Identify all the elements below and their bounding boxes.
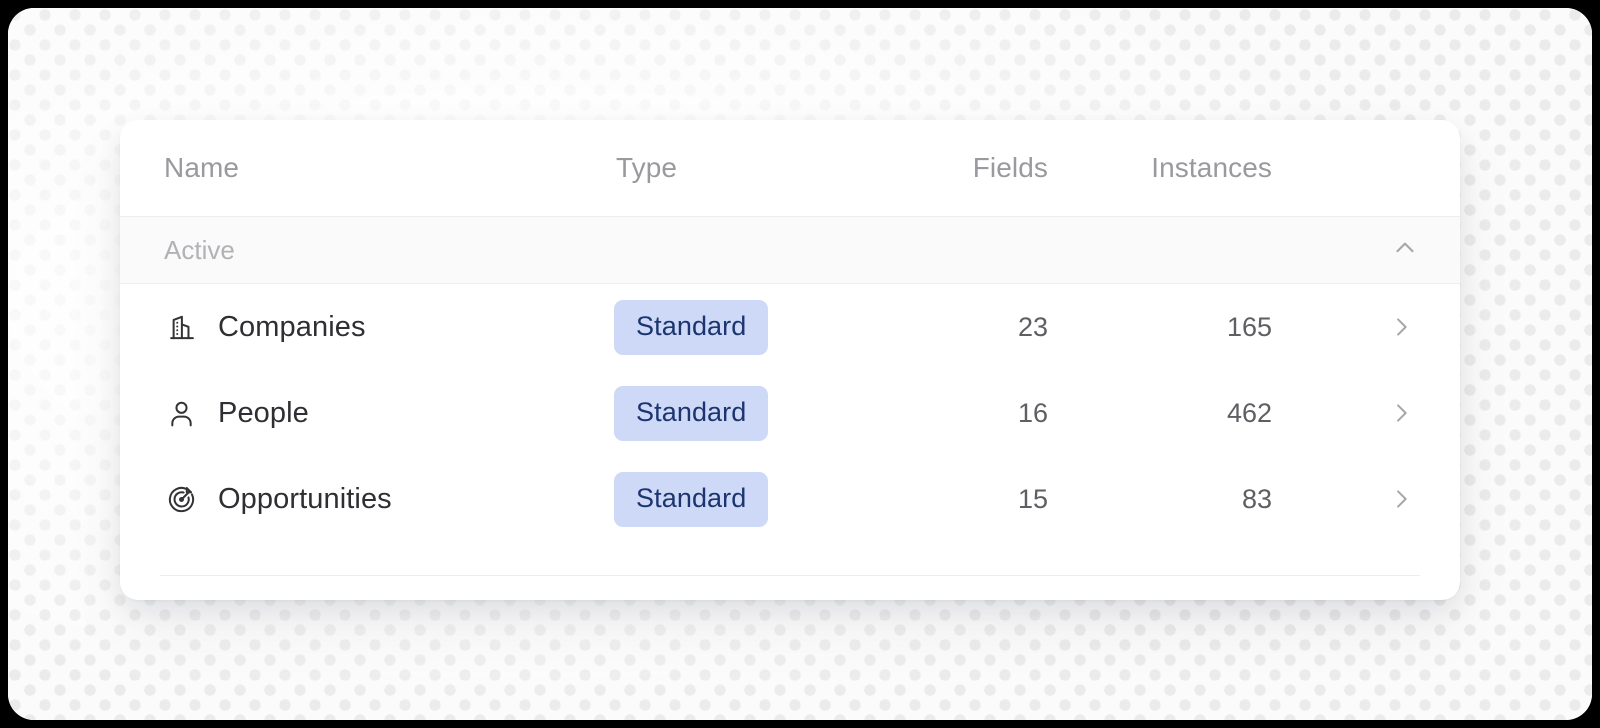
row-instances-count: 83	[1241, 483, 1272, 514]
row-name-label: People	[218, 396, 309, 429]
group-header-label: Active	[164, 234, 235, 265]
table-footer-divider	[160, 575, 1420, 576]
table-row[interactable]: People Standard 16 462	[120, 370, 1460, 456]
row-instances-count: 165	[1226, 311, 1272, 342]
group-collapse-toggle[interactable]	[1388, 233, 1422, 267]
row-type-cell: Standard	[612, 299, 840, 355]
building-icon	[164, 310, 198, 344]
row-open-cell	[1286, 396, 1420, 430]
status-badge[interactable]: Standard	[614, 299, 769, 355]
column-header-fields[interactable]: Fields	[972, 152, 1048, 183]
row-fields-count: 15	[1017, 483, 1048, 514]
app-frame: Name Type Fields Instances Active	[8, 8, 1592, 720]
row-fields-count: 23	[1017, 311, 1048, 342]
row-instances-count: 462	[1226, 397, 1272, 428]
row-name-label: Companies	[218, 310, 366, 343]
row-name-label: Opportunities	[218, 482, 392, 515]
chevron-right-icon[interactable]	[1384, 396, 1418, 430]
column-header-type[interactable]: Type	[616, 152, 678, 183]
row-name-cell: Companies	[160, 310, 612, 344]
row-open-cell	[1286, 482, 1420, 516]
chevron-right-icon[interactable]	[1384, 482, 1418, 516]
chevron-up-icon	[1390, 233, 1420, 268]
row-open-cell	[1286, 310, 1420, 344]
chevron-right-icon[interactable]	[1384, 310, 1418, 344]
table-row[interactable]: Opportunities Standard 15 83	[120, 456, 1460, 542]
table-row[interactable]: Companies Standard 23 165	[120, 284, 1460, 370]
group-header-active[interactable]: Active	[120, 216, 1460, 284]
person-icon	[164, 396, 198, 430]
target-icon	[164, 482, 198, 516]
column-header-instances[interactable]: Instances	[1151, 152, 1272, 183]
row-type-cell: Standard	[612, 471, 840, 527]
column-header-name[interactable]: Name	[164, 152, 240, 183]
status-badge[interactable]: Standard	[614, 385, 769, 441]
row-fields-count: 16	[1017, 397, 1048, 428]
row-name-cell: Opportunities	[160, 482, 612, 516]
row-name-cell: People	[160, 396, 612, 430]
status-badge[interactable]: Standard	[614, 471, 769, 527]
object-table-card: Name Type Fields Instances Active	[120, 120, 1460, 600]
row-type-cell: Standard	[612, 385, 840, 441]
table-header-row: Name Type Fields Instances	[120, 120, 1460, 216]
